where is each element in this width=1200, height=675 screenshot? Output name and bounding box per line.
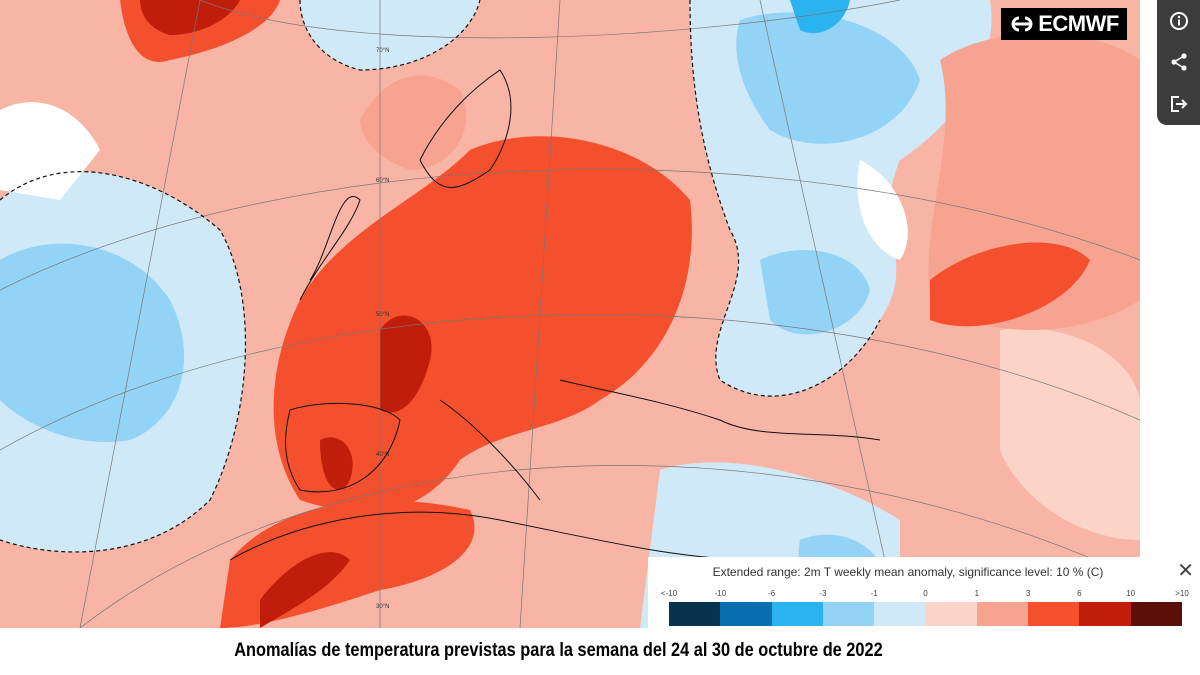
color-legend: Extended range: 2m T weekly mean anomaly… <box>648 557 1200 629</box>
legend-swatch <box>1028 602 1080 626</box>
legend-swatch <box>720 602 772 626</box>
export-icon[interactable] <box>1166 91 1192 117</box>
legend-color-bar <box>669 602 1182 626</box>
close-icon[interactable]: ✕ <box>1177 560 1194 582</box>
legend-swatch <box>925 602 977 626</box>
temperature-anomaly-map: 70°N 60°N 50°N 40°N 30°N <box>0 0 1140 628</box>
logo-text: ECMWF <box>1038 11 1119 36</box>
legend-swatch <box>669 602 721 626</box>
legend-swatch <box>822 602 875 626</box>
lat-label-30: 30°N <box>376 604 389 610</box>
legend-title: Extended range: 2m T weekly mean anomaly… <box>712 565 1104 579</box>
image-caption: Anomalías de temperatura previstas para … <box>234 640 883 661</box>
share-icon[interactable] <box>1166 49 1192 75</box>
legend-swatch <box>874 602 926 626</box>
legend-tick-label: <-10 <box>660 589 678 598</box>
legend-swatch <box>771 602 823 626</box>
legend-labels: <-10 -10 -6 -3 -1 0 1 3 6 10 >10 <box>648 589 1200 599</box>
ecmwf-logo: ECMWF <box>1001 8 1127 40</box>
legend-tick-label: -6 <box>768 589 776 598</box>
legend-tick-label: -3 <box>819 589 827 598</box>
legend-tick-label: 1 <box>974 589 980 598</box>
legend-tick-label: 0 <box>923 589 928 598</box>
legend-tick-label: 6 <box>1077 589 1082 598</box>
lat-label-50: 50°N <box>376 312 389 318</box>
lat-label-60: 60°N <box>376 178 389 184</box>
legend-swatch <box>976 602 1029 626</box>
map-toolbar <box>1157 0 1200 125</box>
ecmwf-logo-mark <box>1011 16 1033 32</box>
info-icon[interactable] <box>1166 8 1192 34</box>
lat-label-40: 40°N <box>376 452 389 458</box>
legend-tick-label: -10 <box>714 589 727 598</box>
lat-label-70: 70°N <box>376 48 389 54</box>
legend-tick-label: 3 <box>1025 589 1031 598</box>
legend-swatch <box>1079 602 1131 626</box>
legend-tick-label: 10 <box>1126 589 1136 598</box>
legend-swatch <box>1130 602 1182 626</box>
legend-tick-label: >10 <box>1175 589 1189 598</box>
legend-tick-label: -1 <box>870 589 878 598</box>
